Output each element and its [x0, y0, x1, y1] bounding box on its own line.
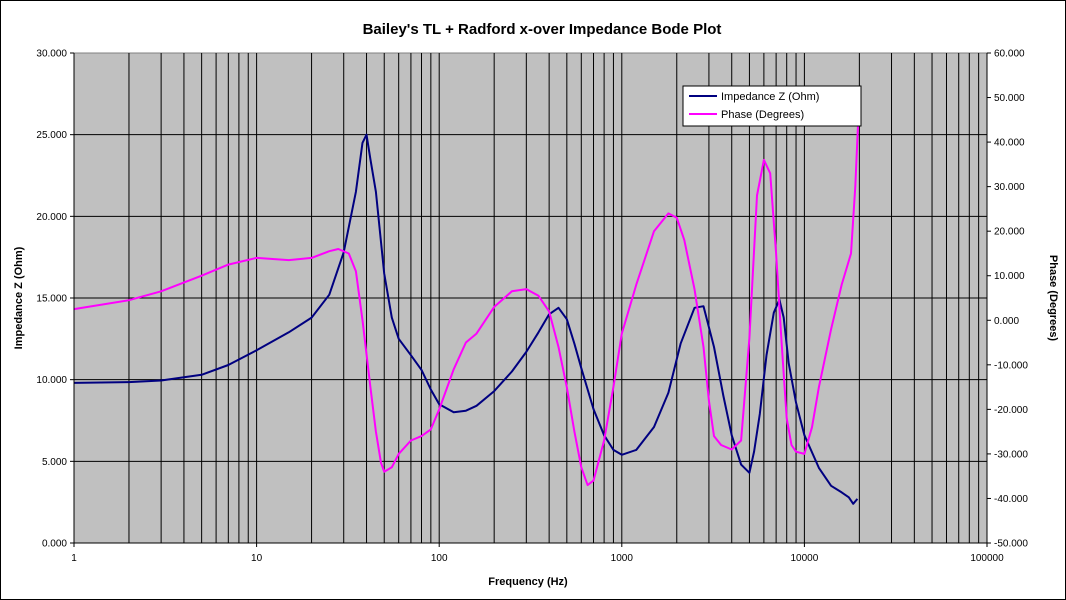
- x-tick-label: 10000: [790, 553, 818, 564]
- y2-tick-label: -40.000: [994, 494, 1028, 505]
- y-tick-label: 25.000: [36, 130, 67, 141]
- y-tick-label: 15.000: [36, 294, 67, 305]
- axes: 0.0005.00010.00015.00020.00025.00030.000…: [36, 49, 1028, 565]
- y-tick-label: 30.000: [36, 49, 67, 60]
- y2-tick-label: -20.000: [994, 405, 1028, 416]
- y2-tick-label: -50.000: [994, 539, 1028, 550]
- phase-series-line: [73, 93, 861, 487]
- grid-lines: [74, 53, 987, 543]
- y2-tick-label: 50.000: [994, 93, 1025, 104]
- x-tick-label: 100: [431, 553, 448, 564]
- legend-label-phase: Phase (Degrees): [721, 109, 804, 121]
- x-tick-label: 1000: [611, 553, 634, 564]
- y2-tick-label: -30.000: [994, 449, 1028, 460]
- y2-tick-label: 0.000: [994, 316, 1019, 327]
- y2-tick-label: 20.000: [994, 227, 1025, 238]
- legend-label-impedance: Impedance Z (Ohm): [721, 91, 819, 103]
- chart-title: Bailey's TL + Radford x-over Impedance B…: [363, 21, 722, 38]
- legend-box: [682, 85, 862, 127]
- impedance-series-line: [73, 133, 859, 505]
- y-axis-label: Impedance Z (Ohm): [13, 246, 25, 349]
- y2-tick-label: 10.000: [994, 271, 1025, 282]
- y-tick-label: 5.000: [42, 457, 67, 468]
- y2-tick-label: 40.000: [994, 138, 1025, 149]
- y2-tick-label: 60.000: [994, 49, 1025, 60]
- y-tick-label: 10.000: [36, 375, 67, 386]
- x-tick-label: 100000: [970, 553, 1004, 564]
- y-tick-label: 0.000: [42, 539, 67, 550]
- y2-tick-label: -10.000: [994, 360, 1028, 371]
- x-tick-label: 10: [251, 553, 263, 564]
- y-tick-label: 20.000: [36, 212, 67, 223]
- y2-axis-label: Phase (Degrees): [1047, 255, 1059, 342]
- x-axis-label: Frequency (Hz): [488, 576, 568, 588]
- legend: Impedance Z (Ohm) Phase (Degrees): [682, 85, 862, 127]
- x-tick-label: 1: [71, 553, 77, 564]
- series-lines: [73, 93, 861, 505]
- y2-tick-label: 30.000: [994, 182, 1025, 193]
